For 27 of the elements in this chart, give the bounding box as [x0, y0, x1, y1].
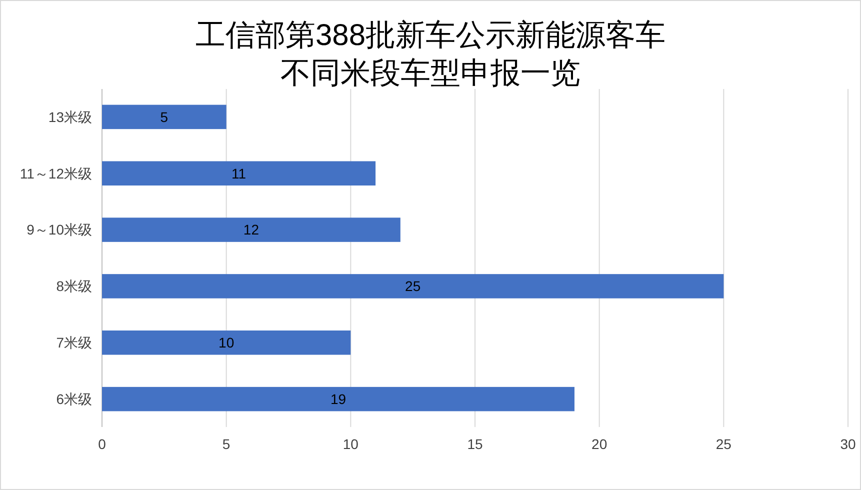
- bar: [102, 218, 400, 242]
- data-label: 5: [160, 108, 168, 125]
- bar: [102, 274, 724, 298]
- y-tick-label: 9～10米级: [26, 222, 92, 238]
- bar: [102, 330, 351, 355]
- bar: [102, 104, 226, 130]
- data-label: 11: [231, 165, 246, 182]
- x-tick-label: 10: [342, 436, 359, 452]
- y-tick-label: 6米级: [56, 390, 92, 407]
- x-tick-label: 5: [222, 436, 230, 452]
- data-label: 19: [330, 390, 346, 407]
- chart-subtitle: 不同米段车型申报一览: [280, 57, 580, 90]
- data-label: 10: [218, 334, 234, 351]
- x-tick-label: 25: [716, 436, 732, 452]
- bar: [102, 161, 376, 186]
- y-tick-label: 13米级: [48, 108, 92, 125]
- chart-title: 工信部第388批新车公示新能源客车: [195, 19, 666, 52]
- bar: [102, 386, 574, 412]
- y-tick-label: 11～12米级: [20, 165, 92, 182]
- y-tick-label: 7米级: [56, 334, 92, 351]
- x-tick-label: 30: [840, 436, 856, 452]
- data-label: 25: [405, 278, 421, 294]
- x-tick-label: 15: [467, 436, 483, 452]
- x-tick-label: 20: [592, 436, 608, 452]
- y-tick-label: 8米级: [56, 278, 92, 294]
- data-label: 12: [243, 222, 260, 238]
- x-tick-label: 0: [98, 436, 106, 452]
